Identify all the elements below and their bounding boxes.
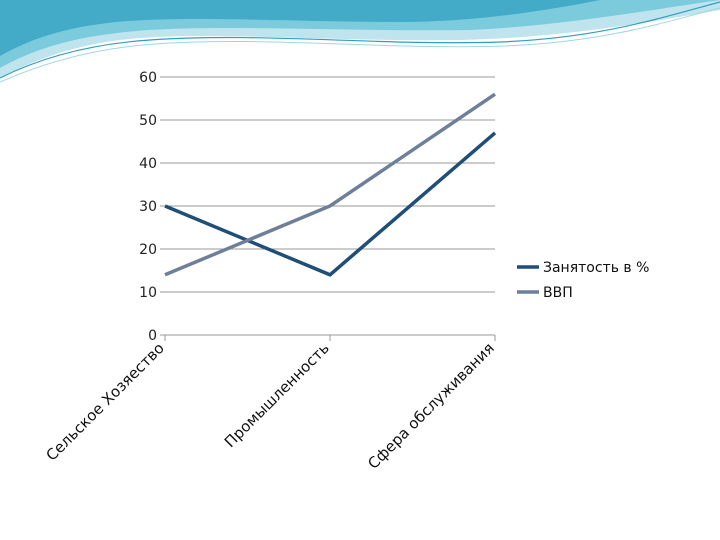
y-tick-label: 10 (139, 285, 157, 301)
x-axis-ticks: Сельское Хозяество Промышленность Сфера об… (42, 335, 498, 473)
y-tick-label: 20 (139, 242, 157, 258)
x-category-label: Промышленность (221, 339, 333, 451)
gridlines (165, 76, 495, 293)
header-wave-front (0, 0, 600, 56)
header-wave-line-1 (0, 1, 720, 79)
legend-label-2: ВВП (543, 285, 573, 301)
series-line-2 (164, 92, 496, 277)
series-lines (164, 92, 497, 277)
line-chart: 0 10 20 30 40 50 60 Сельское Хозяество Промышле… (42, 70, 649, 473)
y-axis-ticks: 0 10 20 30 40 50 60 (139, 70, 165, 344)
header-wave-line-2 (0, 7, 720, 83)
y-tick-label: 50 (139, 113, 157, 129)
y-tick-label: 0 (148, 328, 157, 344)
legend: Занятость в % ВВП (517, 260, 649, 301)
y-tick-label: 60 (139, 70, 157, 86)
header-decoration (0, 0, 720, 83)
legend-label-1: Занятость в % (543, 260, 649, 276)
x-category-label: Сфера обслуживания (364, 339, 498, 473)
y-tick-label: 30 (139, 199, 157, 215)
x-category-label: Сельское Хозяество (42, 339, 167, 464)
y-tick-label: 40 (139, 156, 157, 172)
